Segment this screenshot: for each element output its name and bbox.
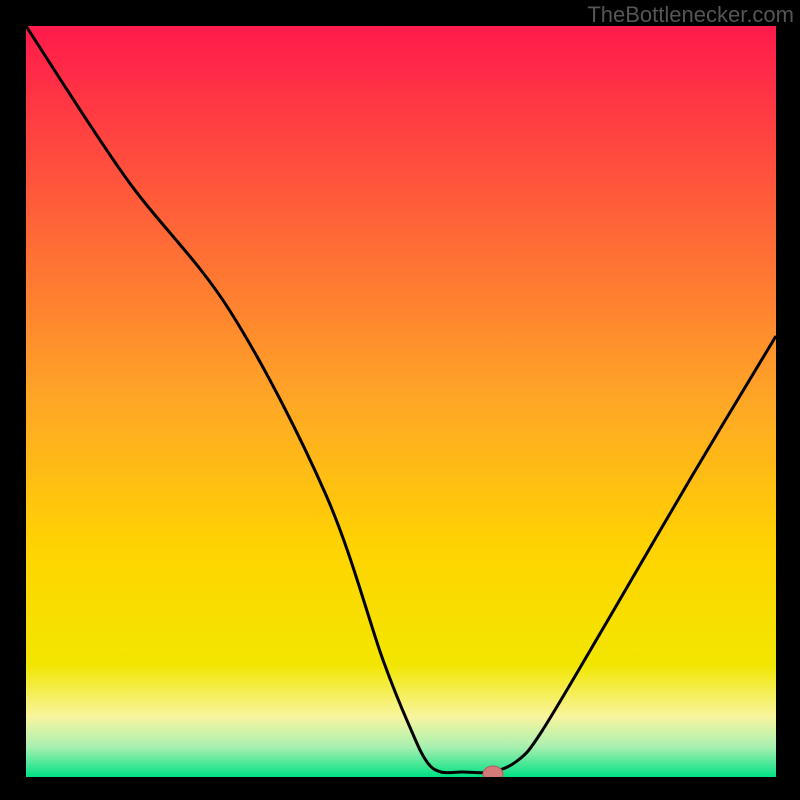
valley-marker: [483, 766, 503, 777]
plot-area: [26, 26, 776, 777]
watermark-text: TheBottlenecker.com: [587, 2, 794, 28]
bottleneck-curve: [26, 26, 776, 773]
curve-svg: [26, 26, 776, 777]
